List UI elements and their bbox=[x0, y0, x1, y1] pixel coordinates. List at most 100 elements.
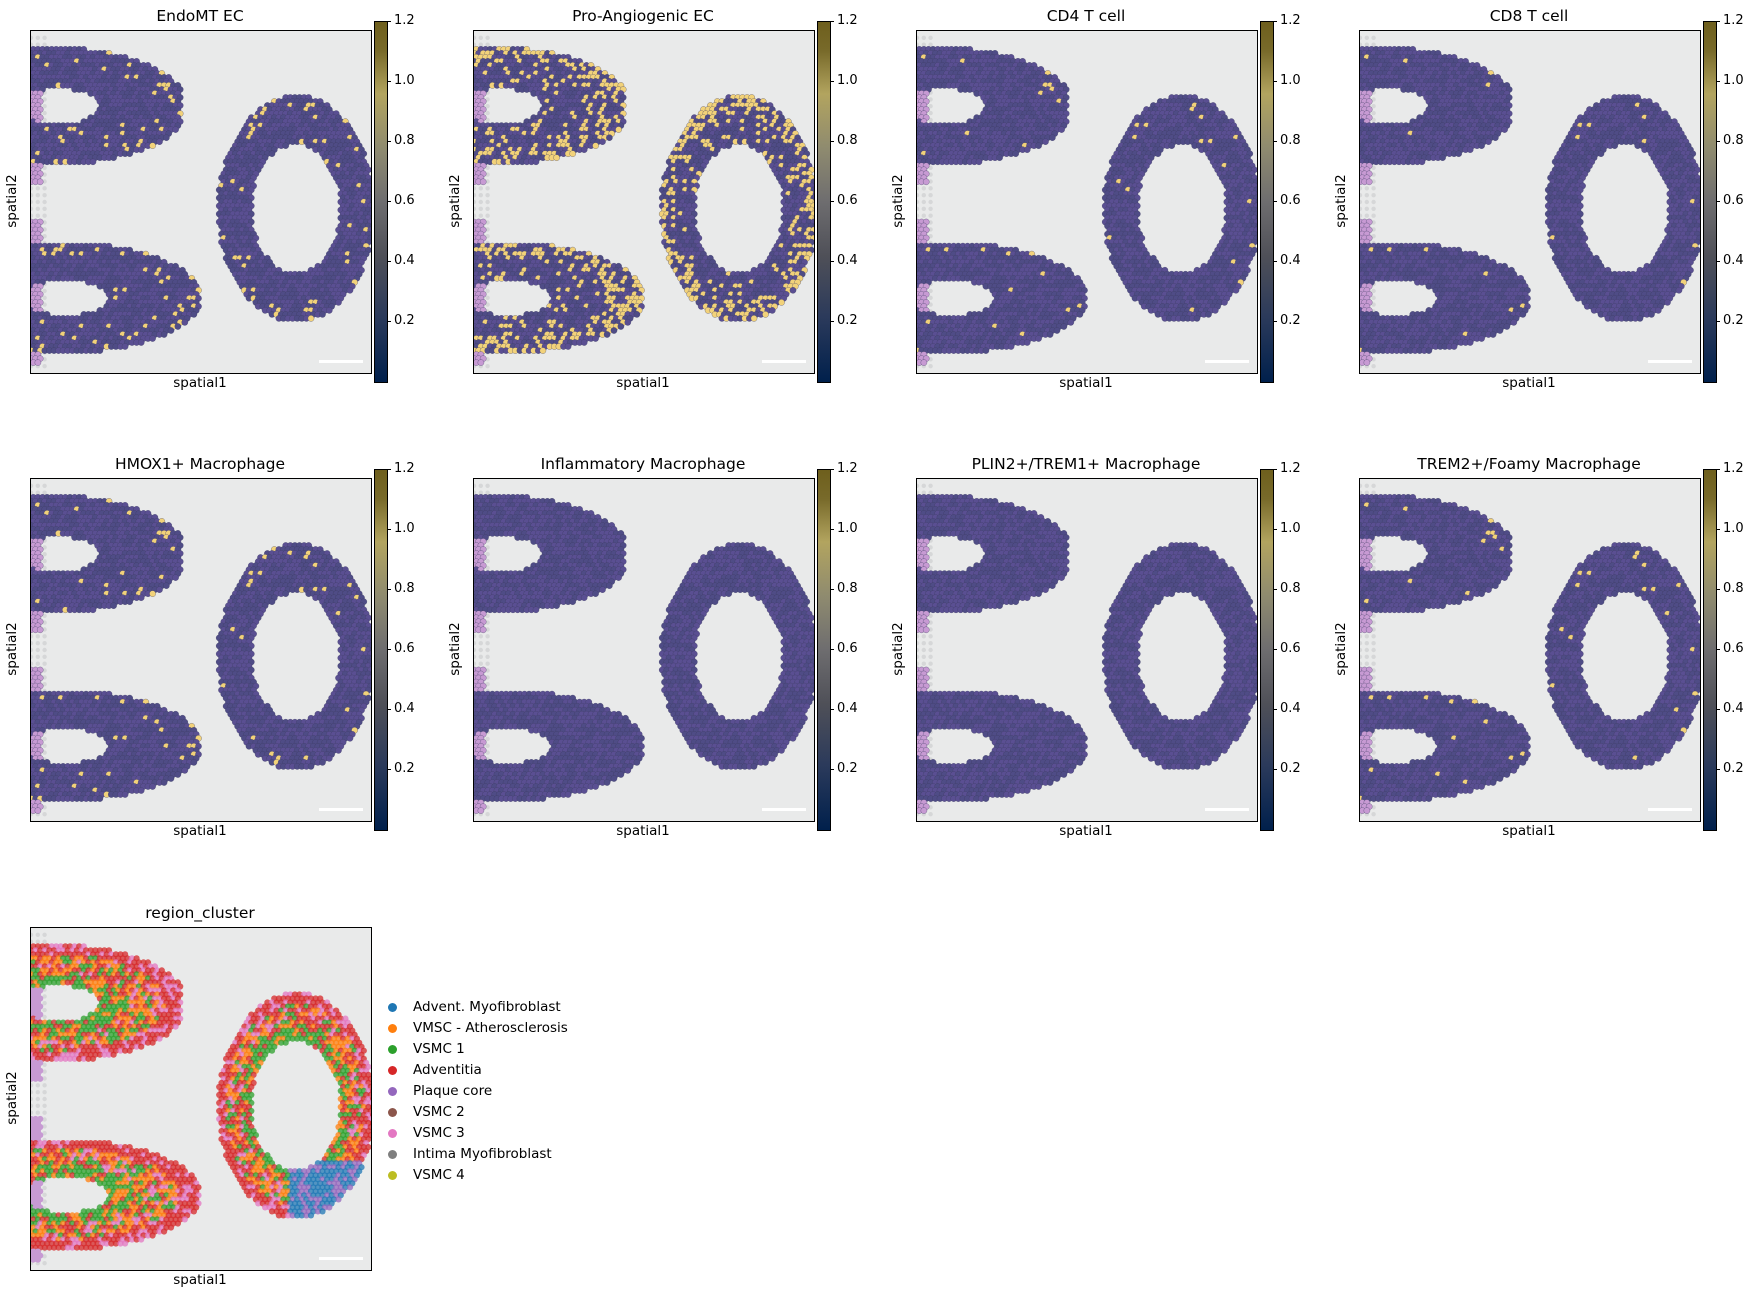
background-spot bbox=[42, 104, 47, 109]
background-spot bbox=[478, 193, 483, 198]
background-spot bbox=[42, 35, 47, 40]
spot-point bbox=[553, 154, 560, 161]
background-spot bbox=[42, 227, 47, 232]
spot-point bbox=[532, 158, 540, 166]
background-spot bbox=[485, 104, 490, 109]
background-spot bbox=[42, 364, 47, 369]
spot-point bbox=[599, 138, 606, 145]
background-spot bbox=[42, 213, 47, 218]
background-spot bbox=[485, 186, 490, 191]
background-spot bbox=[31, 206, 34, 211]
background-spot bbox=[42, 165, 47, 170]
background-spot bbox=[42, 42, 47, 47]
spot-point bbox=[580, 146, 588, 153]
background-spot bbox=[42, 220, 47, 225]
background-spot bbox=[485, 206, 490, 211]
background-spot bbox=[478, 186, 483, 191]
spot-point bbox=[156, 138, 163, 145]
background-spot bbox=[485, 110, 490, 116]
background-spot bbox=[485, 288, 490, 294]
background-spot bbox=[485, 364, 490, 369]
background-spot bbox=[42, 186, 47, 191]
background-spot bbox=[42, 206, 47, 211]
background-spot bbox=[474, 193, 477, 198]
spot-point bbox=[282, 142, 289, 149]
spot-point bbox=[149, 142, 156, 149]
background-spot bbox=[478, 199, 483, 205]
spot-point bbox=[615, 126, 622, 133]
spot-point bbox=[319, 311, 326, 318]
colorbar-tick-mark bbox=[387, 141, 391, 142]
panel-title: EndoMT EC bbox=[30, 7, 370, 25]
background-spot bbox=[31, 213, 34, 218]
background-spot bbox=[474, 206, 477, 211]
spot-point bbox=[479, 178, 487, 186]
background-spot bbox=[42, 199, 47, 205]
plot-area bbox=[30, 30, 372, 374]
colorbar-tick-mark bbox=[387, 21, 391, 22]
spot-point bbox=[34, 359, 42, 366]
colorbar bbox=[374, 21, 388, 383]
spot-point bbox=[190, 311, 198, 318]
colorbar-tick-label: 0.2 bbox=[394, 313, 415, 328]
y-axis-label: spatial2 bbox=[4, 156, 22, 246]
colorbar-tick-label: 0.6 bbox=[394, 193, 415, 208]
spatial-scatter bbox=[474, 35, 814, 369]
background-spot bbox=[485, 199, 490, 205]
background-spot bbox=[478, 213, 483, 218]
spot-point bbox=[174, 323, 182, 330]
background-spot bbox=[474, 35, 477, 40]
colorbar-tick-label: 1.0 bbox=[394, 73, 415, 88]
spot-point bbox=[137, 146, 145, 153]
background-spot bbox=[474, 199, 477, 205]
colorbar-tick-mark bbox=[387, 261, 391, 262]
background-spot bbox=[31, 193, 34, 198]
spot-point bbox=[160, 331, 168, 338]
background-spot bbox=[485, 213, 490, 218]
spot-point bbox=[592, 142, 599, 149]
spot-point bbox=[181, 319, 189, 326]
spot-point bbox=[326, 307, 333, 314]
background-spot bbox=[42, 172, 47, 177]
colorbar-tick-label: 0.4 bbox=[394, 253, 415, 268]
background-spot bbox=[42, 117, 47, 123]
background-spot bbox=[42, 97, 47, 102]
background-spot bbox=[35, 186, 40, 191]
background-spot bbox=[42, 288, 47, 294]
background-spot bbox=[42, 179, 47, 184]
spot-point bbox=[725, 142, 732, 149]
spot-point bbox=[149, 335, 156, 342]
background-spot bbox=[42, 295, 47, 300]
colorbar-tick-mark bbox=[387, 81, 391, 82]
x-axis-label: spatial1 bbox=[30, 375, 370, 391]
background-spot bbox=[478, 206, 483, 211]
spot-point bbox=[569, 150, 576, 157]
background-spot bbox=[485, 35, 490, 40]
background-spot bbox=[31, 42, 34, 47]
background-spot bbox=[35, 35, 40, 40]
background-spot bbox=[485, 295, 490, 300]
spot-point bbox=[606, 134, 613, 141]
spot-point bbox=[778, 299, 785, 306]
spot-point bbox=[96, 347, 104, 354]
spot-point bbox=[126, 150, 133, 157]
colorbar-tick-mark bbox=[387, 321, 391, 322]
background-spot bbox=[42, 234, 47, 239]
background-spot bbox=[474, 186, 477, 191]
background-spot bbox=[35, 193, 40, 198]
spot-point bbox=[346, 287, 354, 294]
spot-point bbox=[307, 315, 315, 322]
spot-point bbox=[268, 150, 276, 157]
spot-point bbox=[789, 287, 797, 294]
background-spot bbox=[31, 199, 34, 205]
background-spot bbox=[42, 110, 47, 116]
spot-point bbox=[121, 343, 129, 350]
spot-point bbox=[110, 154, 117, 161]
background-spot bbox=[35, 42, 40, 47]
background-spot bbox=[31, 186, 34, 191]
background-spot bbox=[31, 35, 34, 40]
background-spot bbox=[478, 35, 483, 40]
background-spot bbox=[474, 213, 477, 218]
background-spot bbox=[35, 213, 40, 218]
spot-point bbox=[89, 158, 97, 166]
